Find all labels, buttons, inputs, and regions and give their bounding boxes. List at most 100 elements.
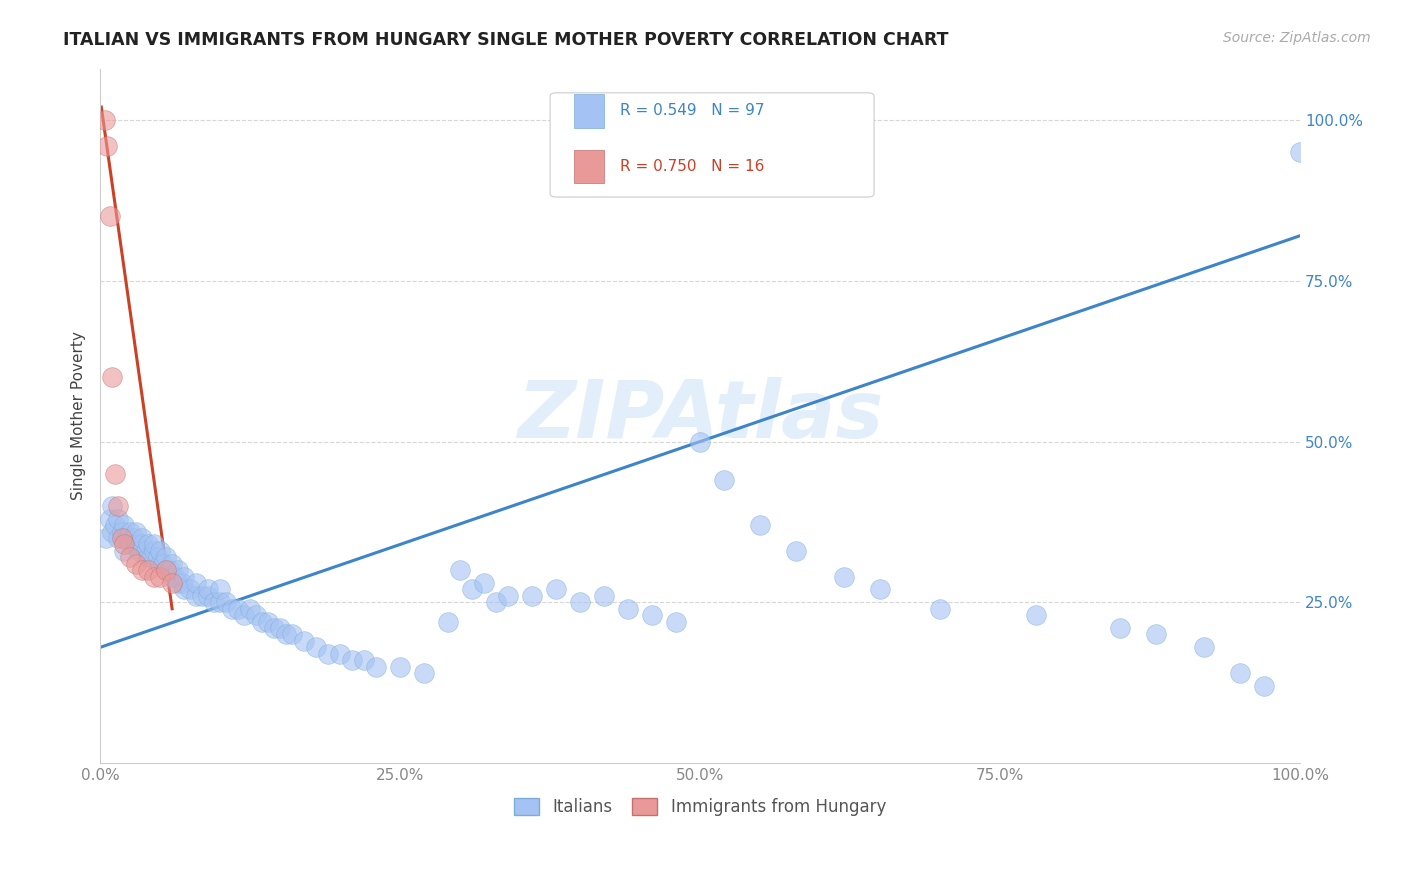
Point [292,634,315,648]
Point [449,563,471,577]
Point [173,582,195,597]
Point [929,601,952,615]
Point [120,537,142,551]
Point [184,589,207,603]
Point [263,621,285,635]
Point [98,512,121,526]
Point [112,537,135,551]
Text: ITALIAN VS IMMIGRANTS FROM HUNGARY SINGLE MOTHER POVERTY CORRELATION CHART: ITALIAN VS IMMIGRANTS FROM HUNGARY SINGL… [63,31,949,49]
FancyBboxPatch shape [574,95,605,128]
Point [146,550,169,565]
Point [125,537,148,551]
Point [239,601,262,615]
Point [160,569,183,583]
Point [139,550,162,565]
Point [1229,666,1251,681]
Point [112,544,135,558]
Point [209,582,232,597]
Point [160,576,183,591]
Point [149,557,172,571]
Point [131,563,153,577]
FancyBboxPatch shape [550,93,875,197]
Point [785,544,807,558]
Legend: Italians, Immigrants from Hungary: Italians, Immigrants from Hungary [506,789,894,824]
Point [125,557,148,571]
Point [103,518,125,533]
Point [167,576,190,591]
Point [122,531,145,545]
Point [155,550,177,565]
Point [143,544,166,558]
Point [485,595,508,609]
Point [197,582,219,597]
Point [593,589,616,603]
Point [197,589,219,603]
Text: ZIPAtlas: ZIPAtlas [517,376,883,455]
Point [1144,627,1167,641]
Point [665,615,688,629]
Point [749,518,772,533]
Point [143,537,166,551]
Point [413,666,436,681]
Point [832,569,855,583]
Point [546,582,568,597]
Text: R = 0.750   N = 16: R = 0.750 N = 16 [620,159,763,174]
Point [226,601,249,615]
Point [496,589,519,603]
Point [713,473,735,487]
Point [120,524,142,539]
Point [173,569,195,583]
Point [163,569,186,583]
Point [1109,621,1132,635]
Point [1025,608,1047,623]
Point [111,524,134,539]
Point [617,601,640,615]
Point [641,608,664,623]
Point [107,499,129,513]
Point [869,582,891,597]
Point [136,537,159,551]
Point [316,647,339,661]
Point [107,512,129,526]
Point [98,210,121,224]
Point [202,595,225,609]
Point [461,582,484,597]
Text: R = 0.549   N = 97: R = 0.549 N = 97 [620,103,765,119]
Point [115,531,138,545]
Point [128,544,150,558]
Point [250,615,273,629]
Point [209,595,232,609]
Point [1253,679,1275,693]
Point [112,518,135,533]
Y-axis label: Single Mother Poverty: Single Mother Poverty [72,332,86,500]
Point [96,138,118,153]
Point [389,659,412,673]
Point [179,582,201,597]
Point [329,647,352,661]
Point [170,576,193,591]
Point [1289,145,1312,160]
Point [281,627,304,641]
Point [131,537,153,551]
Point [152,557,174,571]
Point [257,615,280,629]
Point [101,524,124,539]
Point [136,563,159,577]
Point [107,531,129,545]
Point [215,595,238,609]
Point [689,434,711,449]
Point [245,608,267,623]
Point [520,589,543,603]
Point [472,576,495,591]
Point [569,595,592,609]
Point [111,531,134,545]
Point [125,524,148,539]
Point [94,531,117,545]
Point [274,627,297,641]
FancyBboxPatch shape [574,150,605,183]
Point [159,563,181,577]
Point [131,531,153,545]
Point [364,659,387,673]
Point [353,653,375,667]
Point [103,467,125,481]
